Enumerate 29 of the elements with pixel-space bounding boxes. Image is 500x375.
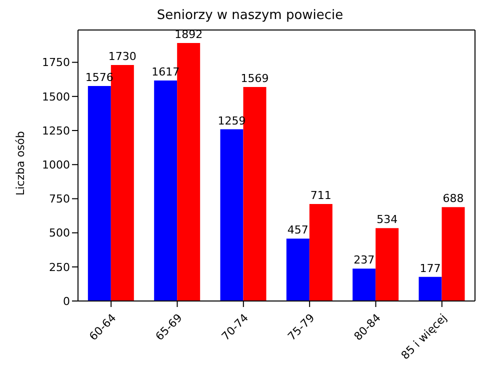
y-tick-label: 250: [49, 260, 70, 274]
bar: [220, 129, 244, 301]
bar: [418, 276, 442, 301]
data-label: 534: [376, 213, 398, 226]
bar: [309, 204, 332, 301]
y-tick-label: 1000: [42, 158, 70, 172]
bar: [177, 42, 200, 301]
y-tick-label: 500: [49, 226, 70, 240]
y-tick-label: 1500: [42, 90, 70, 104]
y-tick-label: 750: [49, 192, 70, 206]
data-label: 688: [442, 192, 464, 206]
data-label: 1569: [240, 72, 269, 86]
y-axis-title: Liczba osób: [14, 131, 27, 196]
y-tick-label: 0: [63, 294, 70, 308]
bar: [243, 87, 266, 301]
bar: [154, 80, 178, 301]
bar: [88, 86, 111, 301]
data-label: 1730: [108, 50, 136, 64]
data-label: 711: [310, 189, 332, 202]
bar: [286, 238, 310, 301]
data-label: 177: [420, 262, 441, 275]
data-label: 457: [287, 224, 308, 237]
bar: [352, 268, 376, 301]
y-tick-label: 1250: [42, 124, 70, 138]
bar: [442, 207, 465, 301]
y-tick-label: 1750: [42, 56, 70, 70]
chart-title: Seniorzy w naszym powiecie: [156, 8, 344, 24]
data-label: 237: [354, 254, 375, 267]
bar: [376, 228, 399, 301]
